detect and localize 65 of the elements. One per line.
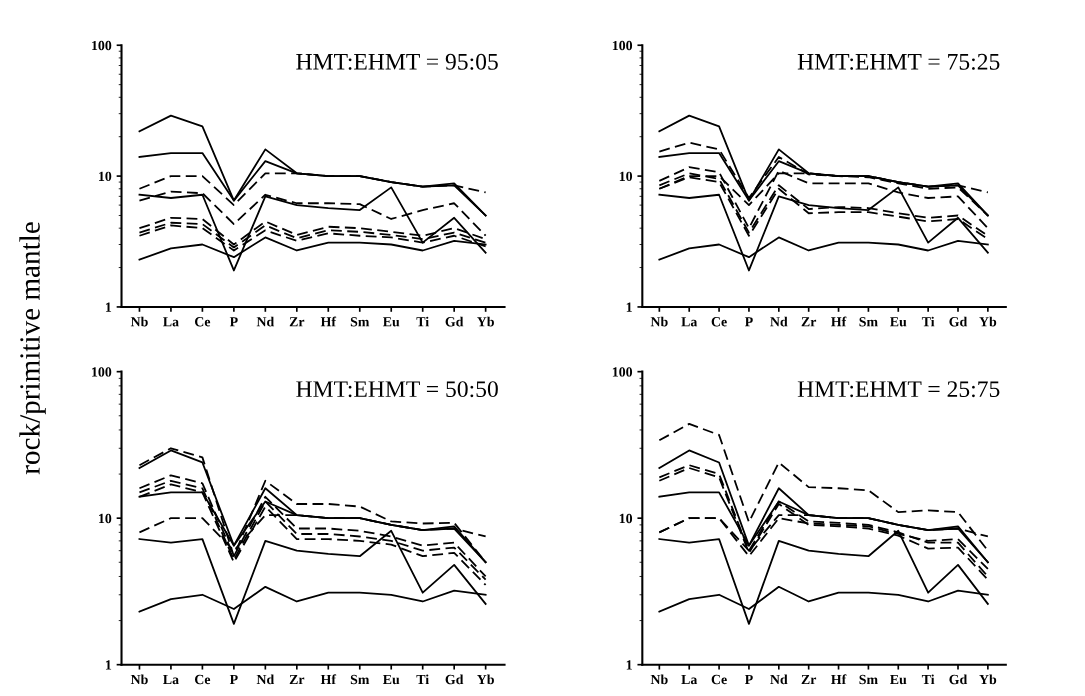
annotation: HMT:EHMT = 75:25 <box>797 53 1000 70</box>
y-tick-label: 100 <box>612 367 633 377</box>
x-tick-label: Ce <box>711 674 727 685</box>
annotation: HMT:EHMT = 95:05 <box>296 53 498 70</box>
x-tick-label: Yb <box>979 316 997 327</box>
x-tick-label: Nb <box>650 316 668 327</box>
x-tick-label: Nb <box>650 674 668 685</box>
x-tick-label: Nd <box>256 316 275 327</box>
y-tick-label: 10 <box>619 513 633 524</box>
x-tick-label: Gd <box>445 316 464 327</box>
x-tick-label: Yb <box>477 674 494 685</box>
x-tick-label: P <box>744 674 753 685</box>
y-tick-label: 1 <box>626 660 632 670</box>
x-tick-label: Ti <box>416 674 429 685</box>
x-tick-label: Gd <box>949 674 968 685</box>
x-tick-label: Gd <box>949 316 968 327</box>
x-tick-label: Sm <box>350 317 370 327</box>
x-tick-label: La <box>681 674 698 685</box>
annotation: HMT:EHMT = 50:50 <box>296 381 498 398</box>
y-axis-title: rock/primitive mantle <box>19 222 46 475</box>
y-tick-label: 100 <box>92 40 112 51</box>
x-tick-label: La <box>681 317 698 327</box>
x-tick-label: Eu <box>890 674 907 685</box>
x-tick-label: Zr <box>289 674 305 685</box>
y-tick-label: 1 <box>105 660 112 670</box>
x-tick-label: Ce <box>711 317 727 327</box>
y-tick-label: 100 <box>612 40 633 51</box>
x-tick-label: Sm <box>350 674 370 685</box>
x-tick-label: Zr <box>801 674 817 685</box>
x-tick-label: Nb <box>130 674 148 685</box>
x-tick-label: Hf <box>831 316 847 327</box>
x-tick-label: Yb <box>477 316 494 327</box>
x-tick-label: Nd <box>770 316 788 327</box>
x-tick-label: Hf <box>320 316 337 327</box>
y-tick-label: 1 <box>105 302 112 312</box>
x-tick-label: La <box>163 317 179 327</box>
x-tick-label: Nd <box>770 674 788 685</box>
annotation: HMT:EHMT = 25:75 <box>797 381 1000 398</box>
x-tick-label: Eu <box>382 317 400 327</box>
x-tick-label: Hf <box>320 674 337 685</box>
x-tick-label: Gd <box>445 674 464 685</box>
x-tick-label: Nb <box>130 316 148 327</box>
y-tick-label: 10 <box>99 171 112 182</box>
x-tick-label: Ce <box>194 317 211 327</box>
x-tick-label: P <box>229 674 238 685</box>
x-tick-label: Ti <box>921 674 935 685</box>
y-tick-label: 1 <box>626 302 632 312</box>
x-tick-label: P <box>744 317 753 327</box>
x-tick-label: Nd <box>256 674 275 685</box>
x-tick-label: Ti <box>416 316 429 327</box>
x-tick-label: P <box>229 317 238 327</box>
x-tick-label: Ce <box>194 674 211 685</box>
x-tick-label: La <box>163 674 179 685</box>
x-tick-label: Hf <box>831 674 847 685</box>
y-tick-label: 100 <box>92 367 112 377</box>
x-tick-label: Zr <box>289 317 305 327</box>
y-tick-label: 10 <box>619 171 633 182</box>
x-tick-label: Eu <box>382 674 400 685</box>
x-tick-label: Eu <box>890 317 907 327</box>
y-tick-label: 10 <box>99 513 112 524</box>
x-tick-label: Sm <box>859 317 878 327</box>
x-tick-label: Sm <box>859 674 878 685</box>
x-tick-label: Ti <box>921 316 935 327</box>
x-tick-label: Yb <box>979 674 997 685</box>
x-tick-label: Zr <box>801 317 817 327</box>
